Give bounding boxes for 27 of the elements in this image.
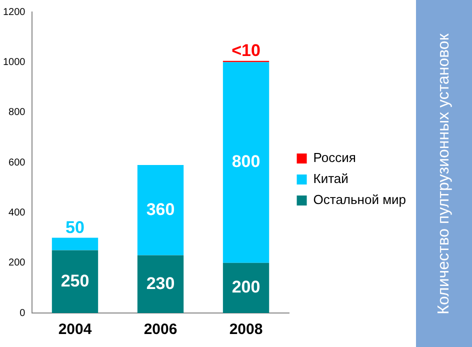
bar [137,165,184,256]
legend-label: Россия [313,150,356,166]
legend-label: Остальной мир [313,192,406,208]
y-tick-label: 200 [8,258,26,269]
data-label: 800 [232,152,260,172]
data-label: 250 [60,271,90,290]
x-tick-label: 2008 [229,321,263,338]
y-tick-label: 600 [8,157,26,168]
y-tick-label: 1000 [2,56,26,68]
text: Количество пултрузионных установок [435,33,453,314]
data-label: 360 [146,200,175,219]
data-label: 230 [146,274,175,293]
bar [222,262,270,313]
data-label: <10 [232,41,260,60]
bar [52,250,98,313]
y-tick-label: 1200 [2,6,26,18]
x-tick-label: 2006 [144,321,178,338]
data-label: 200 [232,278,260,297]
bar [222,62,270,263]
bar [137,255,184,313]
bar [52,238,98,250]
y-tick-label: 800 [8,107,26,118]
legend-label: Китай [313,171,348,186]
x-tick-label: 2004 [58,321,92,338]
y-tick-label: 400 [8,207,26,218]
data-label: 50 [66,218,84,237]
y-tick-label: 0 [20,308,26,319]
